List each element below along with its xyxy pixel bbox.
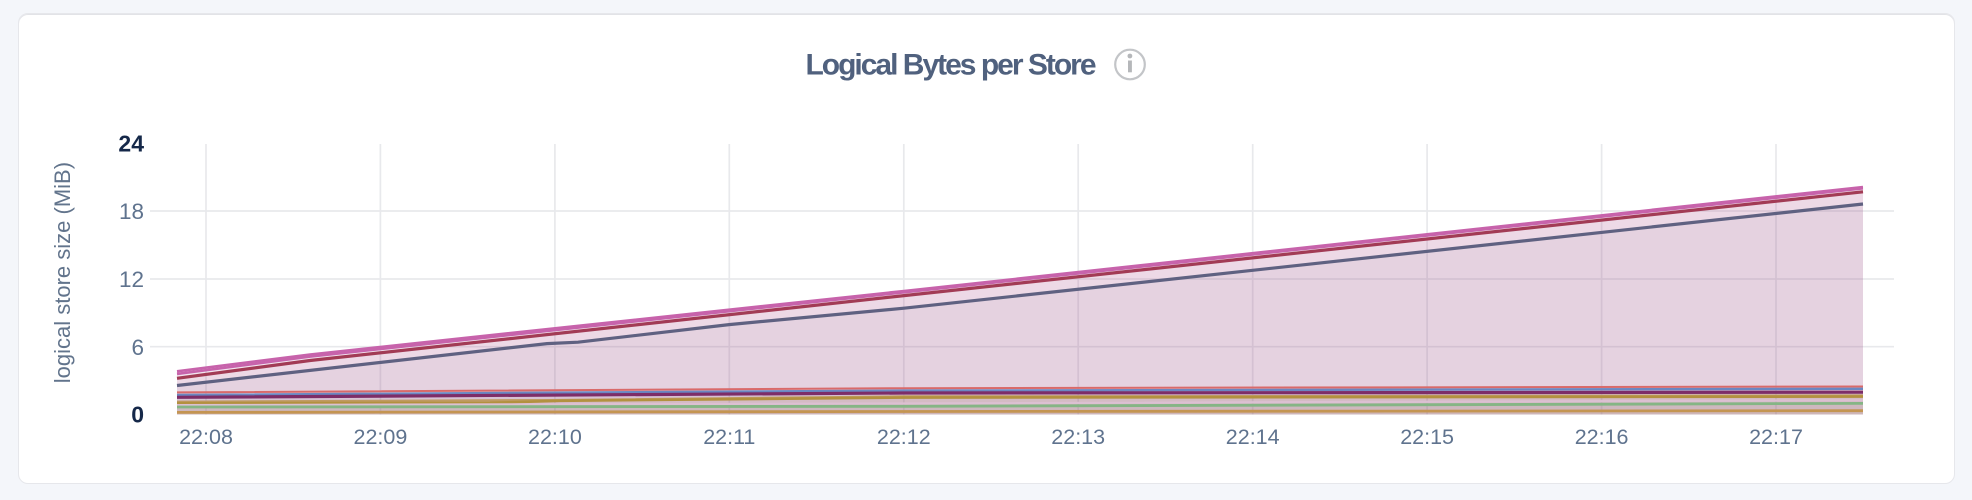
svg-text:22:08: 22:08 — [179, 425, 233, 449]
svg-text:22:14: 22:14 — [1226, 425, 1280, 449]
svg-text:Logical Bytes per Store: Logical Bytes per Store — [805, 48, 1095, 81]
svg-text:0: 0 — [131, 402, 144, 428]
svg-text:22:15: 22:15 — [1400, 425, 1454, 449]
svg-text:24: 24 — [118, 131, 144, 157]
svg-text:logical store size (MiB): logical store size (MiB) — [50, 162, 75, 383]
svg-text:12: 12 — [119, 267, 144, 292]
svg-text:22:09: 22:09 — [353, 425, 407, 449]
svg-text:22:10: 22:10 — [528, 425, 582, 449]
svg-text:22:12: 22:12 — [877, 425, 931, 449]
svg-text:22:11: 22:11 — [703, 425, 755, 449]
svg-text:22:13: 22:13 — [1051, 425, 1105, 449]
svg-text:22:16: 22:16 — [1575, 425, 1629, 449]
svg-text:6: 6 — [131, 335, 144, 360]
svg-text:18: 18 — [119, 199, 144, 224]
svg-text:22:17: 22:17 — [1749, 425, 1803, 449]
